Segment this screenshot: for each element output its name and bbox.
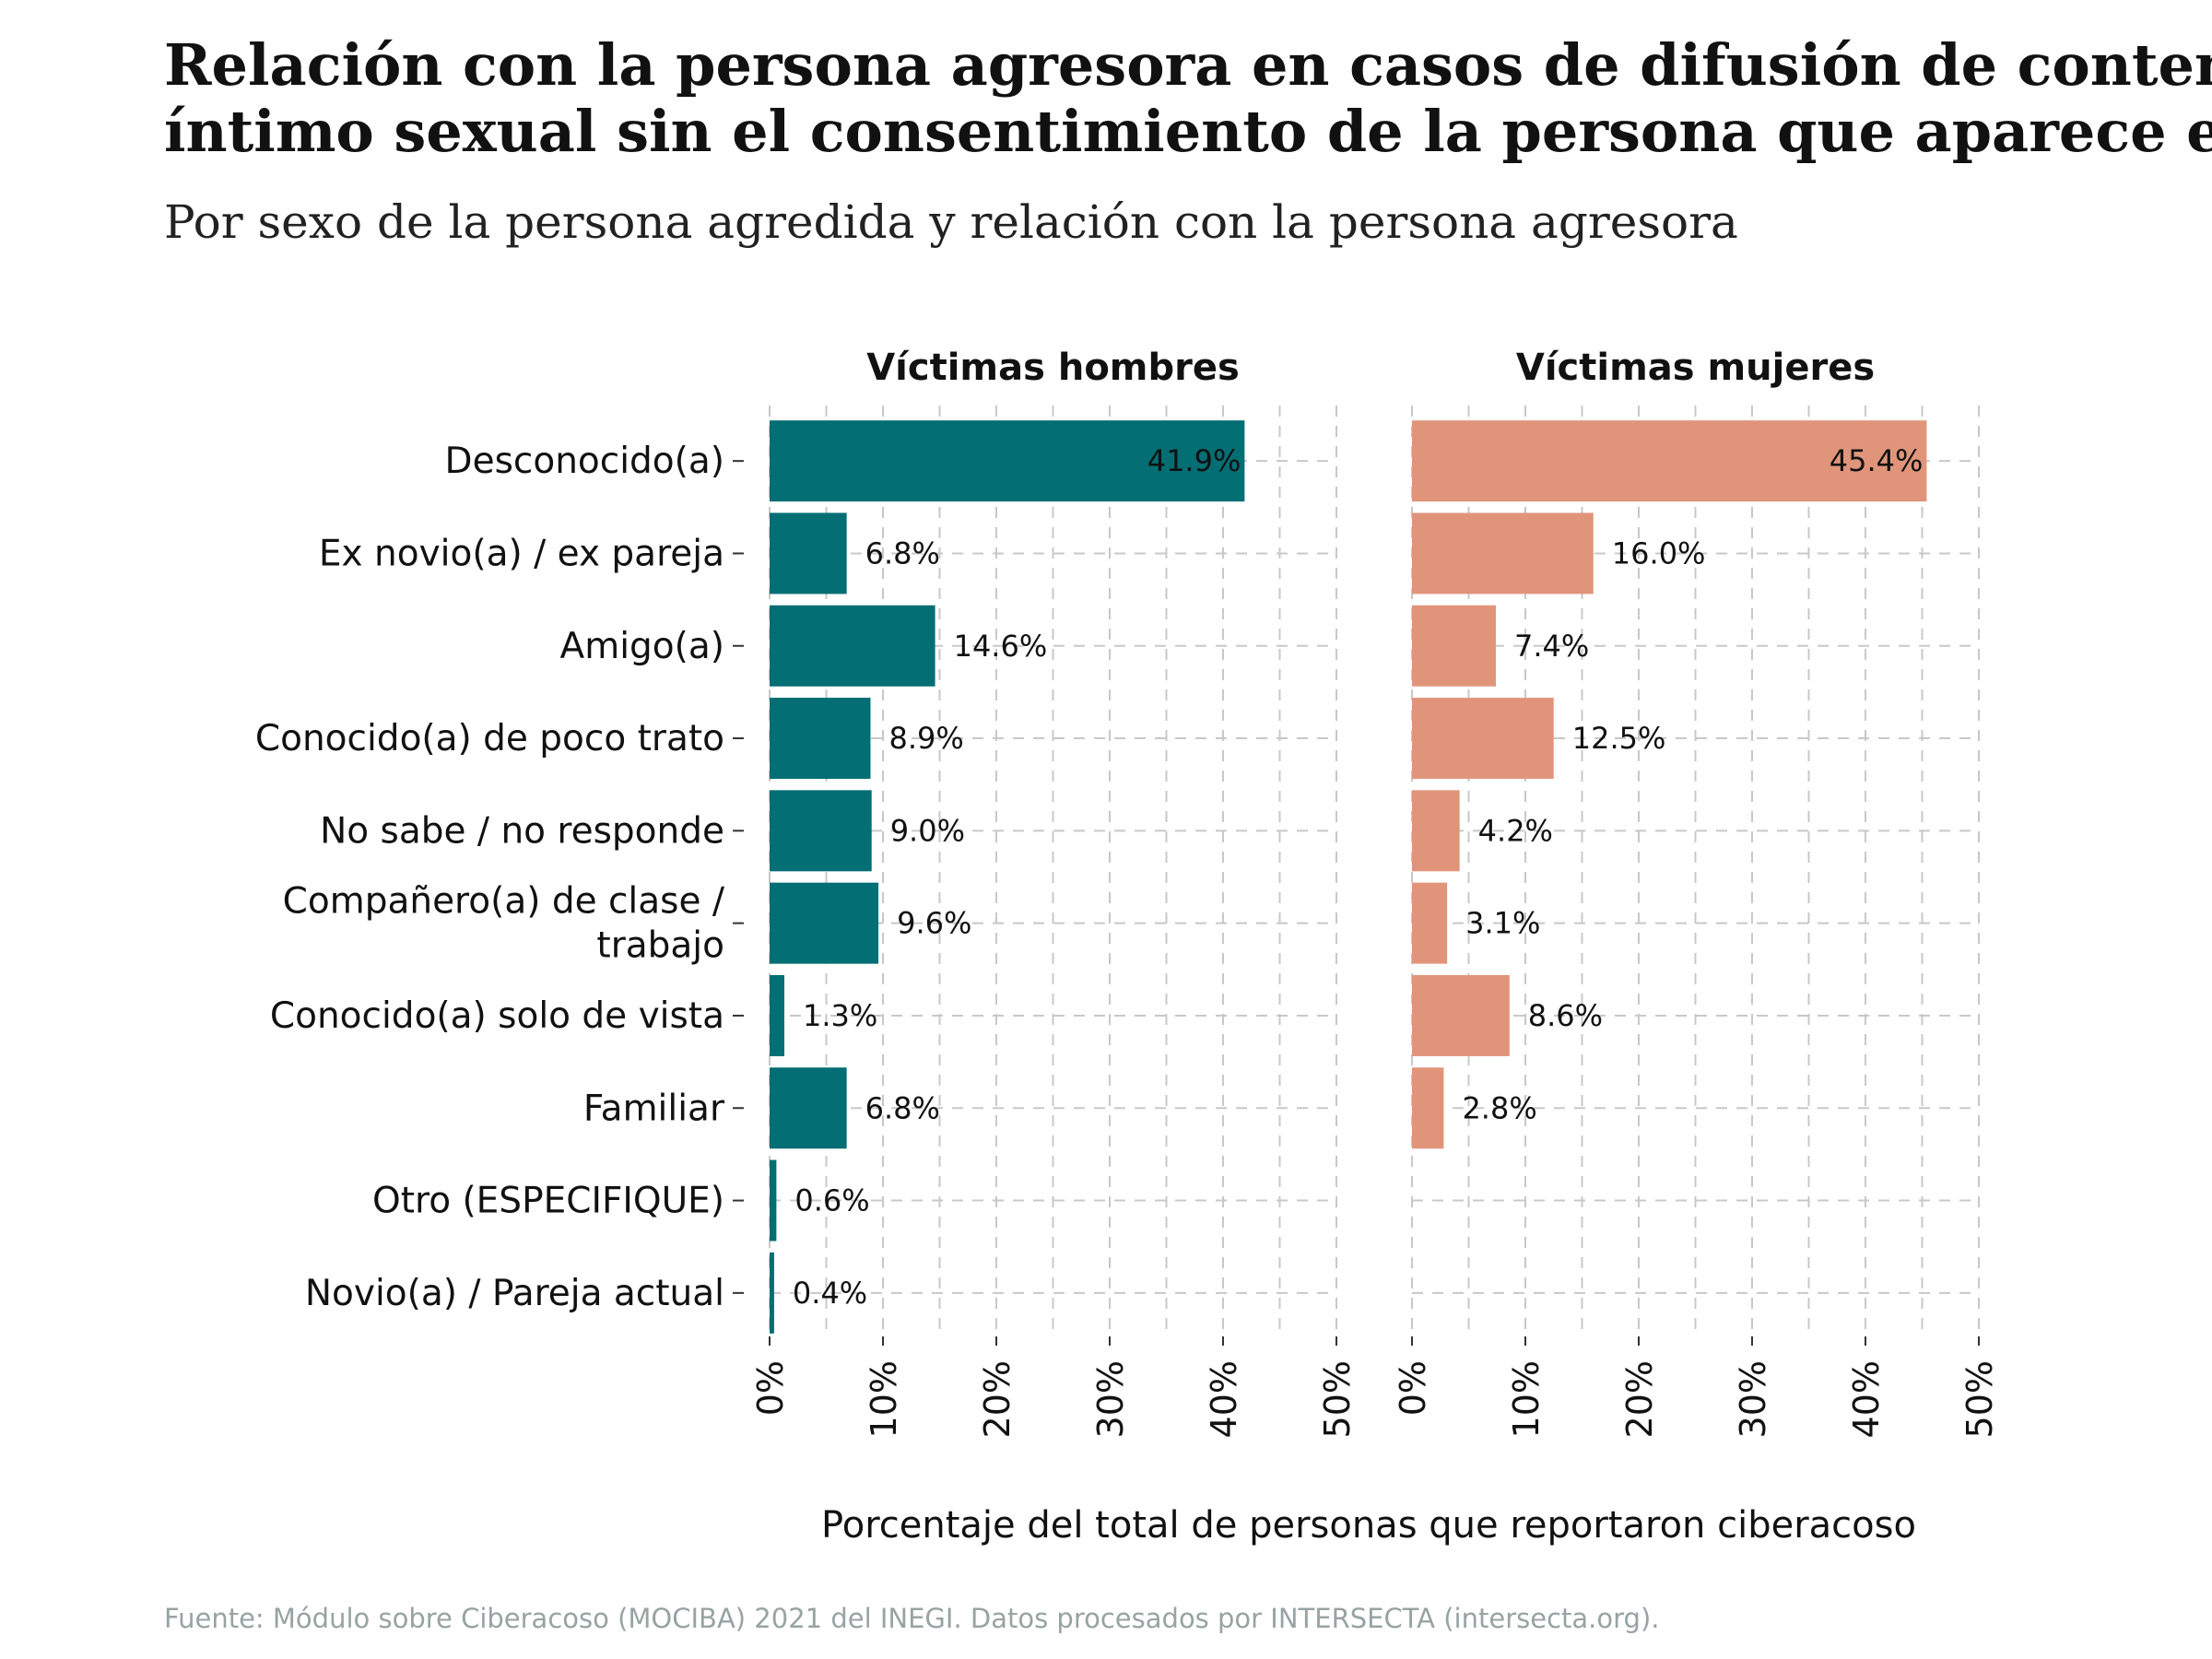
bar-mujeres xyxy=(1412,512,1594,594)
bar-mujeres xyxy=(1412,605,1497,687)
category-label: Conocido(a) de poco trato xyxy=(255,718,724,759)
x-tick-label: 50% xyxy=(1317,1360,1358,1438)
data-label-mujeres: 16.0% xyxy=(1612,535,1706,571)
bar-hombres xyxy=(770,698,871,780)
data-label-hombres: 1.3% xyxy=(803,998,877,1033)
bar-hombres xyxy=(770,605,935,687)
bar-mujeres xyxy=(1412,882,1448,964)
x-tick-label: 40% xyxy=(1846,1360,1887,1438)
category-label: No sabe / no responde xyxy=(320,810,724,852)
x-tick-label: 20% xyxy=(977,1360,1018,1438)
bar-hombres xyxy=(770,420,1245,502)
category-label: Amigo(a) xyxy=(560,626,724,667)
category-label: Familiar xyxy=(583,1088,725,1129)
chart-subtitle: Por sexo de la persona agredida y relaci… xyxy=(164,195,1738,249)
x-axis-label: Porcentaje del total de personas que rep… xyxy=(821,1504,1916,1547)
data-label-hombres: 9.0% xyxy=(890,813,965,848)
category-label: Compañero(a) de clase / xyxy=(283,881,725,923)
bar-mujeres xyxy=(1412,1067,1444,1149)
bar-hombres xyxy=(770,1159,777,1241)
bar-hombres xyxy=(770,974,784,1056)
data-label-hombres: 0.6% xyxy=(794,1183,869,1218)
bar-hombres xyxy=(770,512,847,594)
x-tick-label: 30% xyxy=(1090,1360,1131,1438)
category-label: Novio(a) / Pareja actual xyxy=(305,1273,724,1314)
bar-mujeres xyxy=(1412,698,1554,780)
chart-title-line-1: Relación con la persona agresora en caso… xyxy=(164,31,2212,99)
bar-mujeres xyxy=(1412,420,1927,502)
facet-title-hombres: Víctimas hombres xyxy=(866,347,1240,389)
data-label-mujeres: 12.5% xyxy=(1572,721,1666,756)
data-label-hombres: 9.6% xyxy=(897,906,971,941)
data-label-mujeres: 3.1% xyxy=(1465,906,1540,941)
bar-hombres xyxy=(770,882,879,964)
x-tick-label: 50% xyxy=(1959,1360,2000,1438)
x-tick-label: 40% xyxy=(1204,1360,1244,1438)
data-label-hombres: 8.9% xyxy=(888,721,963,756)
chart-title-line-2: íntimo sexual sin el consentimiento de l… xyxy=(164,98,2212,165)
data-label-mujeres: 45.4% xyxy=(1830,443,1924,478)
data-label-mujeres: 8.6% xyxy=(1528,998,1603,1033)
x-tick-label: 0% xyxy=(750,1360,791,1416)
x-tick-label: 30% xyxy=(1733,1360,1773,1438)
data-label-hombres: 6.8% xyxy=(865,1090,940,1125)
data-label-mujeres: 2.8% xyxy=(1462,1090,1536,1125)
source-note: Fuente: Módulo sobre Ciberacoso (MOCIBA)… xyxy=(164,1603,1659,1634)
x-tick-label: 20% xyxy=(1619,1360,1660,1438)
data-label-hombres: 6.8% xyxy=(865,535,940,571)
bar-hombres xyxy=(770,1067,847,1149)
bar-mujeres xyxy=(1412,974,1510,1056)
data-label-hombres: 41.9% xyxy=(1147,443,1241,478)
facet-title-mujeres: Víctimas mujeres xyxy=(1516,347,1875,389)
bar-hombres xyxy=(770,1252,774,1334)
category-label: Desconocido(a) xyxy=(445,441,724,482)
category-label: Ex novio(a) / ex pareja xyxy=(319,533,724,574)
data-label-mujeres: 4.2% xyxy=(1478,813,1553,848)
x-tick-label: 0% xyxy=(1393,1360,1433,1416)
plot-area: Víctimas hombres 41.9% 6.8% 14.6% 8.9% 9.0% 9.… xyxy=(255,347,2000,1438)
category-label: trabajo xyxy=(596,925,724,967)
bar-mujeres xyxy=(1412,790,1460,872)
category-label: Conocido(a) solo de vista xyxy=(270,995,724,1037)
bar-hombres xyxy=(770,790,872,872)
category-label: Otro (ESPECIFIQUE) xyxy=(372,1181,724,1222)
data-label-hombres: 14.6% xyxy=(954,629,1048,664)
x-tick-label: 10% xyxy=(864,1360,904,1438)
data-label-mujeres: 7.4% xyxy=(1514,629,1589,664)
x-tick-label: 10% xyxy=(1506,1360,1547,1438)
data-label-hombres: 0.4% xyxy=(793,1276,867,1311)
